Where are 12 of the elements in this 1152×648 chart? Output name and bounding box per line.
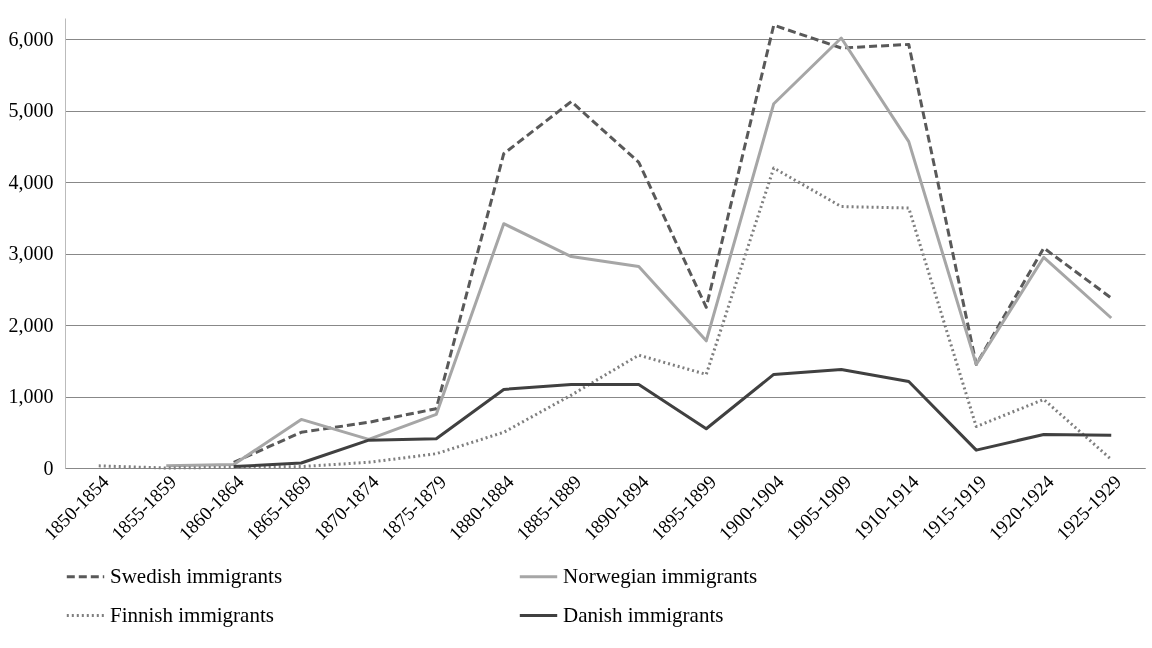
y-tick-label: 5,000 — [8, 99, 54, 122]
y-tick-label: 3,000 — [8, 242, 54, 265]
y-tick-label: 4,000 — [8, 170, 54, 193]
y-tick-label: 2,000 — [8, 313, 54, 336]
line-series — [232, 367, 1113, 469]
y-tick-label: 0 — [43, 456, 54, 479]
y-tick-label: 1,000 — [8, 385, 54, 408]
legend-label: Swedish immigrants — [110, 563, 283, 588]
legend-label: Norwegian immigrants — [563, 563, 758, 588]
y-tick-label: 6,000 — [8, 27, 54, 50]
legend-label: Danish immigrants — [563, 602, 724, 627]
legend-label: Finnish immigrants — [110, 602, 274, 627]
